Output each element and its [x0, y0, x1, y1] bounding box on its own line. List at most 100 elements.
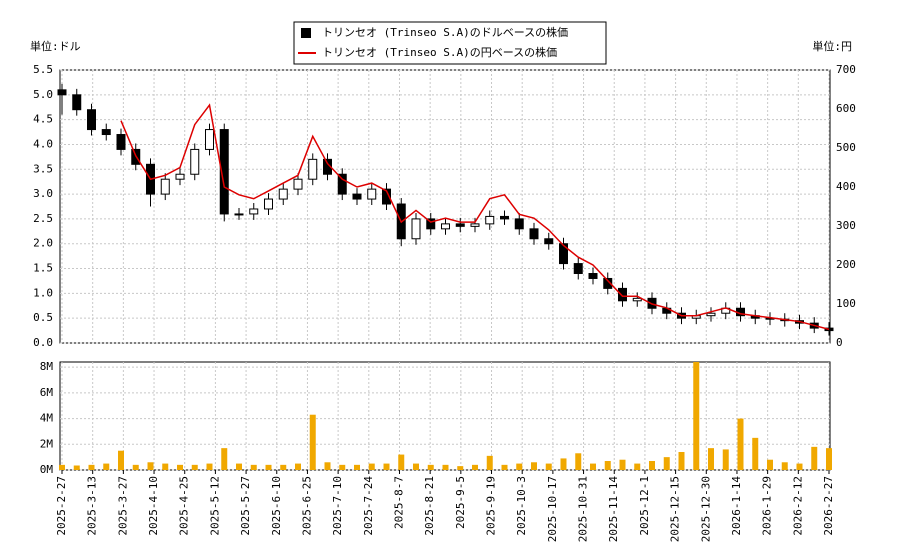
candle-body [308, 158, 318, 180]
volume-bar [619, 459, 626, 470]
y-tick-label: 3.5 [33, 162, 53, 175]
x-tick-label: 2025-6-25 [300, 476, 313, 536]
volume-bar [634, 463, 641, 470]
volume-bar [147, 462, 154, 470]
volume-bar [531, 462, 537, 470]
volume-bar [368, 463, 375, 470]
x-tick-label: 2026-1-29 [761, 476, 774, 536]
volume-bar [324, 462, 331, 470]
x-tick-label: 2026-2-12 [791, 476, 804, 536]
x-tick-label: 2025-5-27 [239, 476, 252, 536]
y-tick-label: 2.0 [33, 237, 53, 250]
x-tick-label: 2025-7-10 [331, 476, 344, 536]
candle-body [470, 223, 480, 227]
volume-bar [457, 466, 464, 470]
volume-bar [486, 455, 493, 470]
volume-bar [88, 464, 95, 470]
x-tick-label: 2025-3-27 [116, 476, 129, 536]
y2-tick-label: 600 [836, 102, 856, 115]
legend-label: トリンセオ (Trinseo S.A)の円ベースの株価 [322, 45, 557, 59]
y-tick-label: 4M [40, 412, 54, 425]
candle-body [382, 188, 391, 205]
volume-bar [545, 463, 552, 470]
x-tick-label: 2025-12-1 [638, 476, 651, 536]
candle-body [573, 263, 583, 275]
x-tick-label: 2025-7-24 [362, 476, 375, 536]
volume-bar [354, 464, 360, 470]
y2-tick-label: 0 [836, 336, 843, 349]
y-tick-label: 1.0 [33, 286, 53, 299]
y-tick-label: 6M [40, 386, 54, 399]
y-tick-label: 2.5 [33, 212, 53, 225]
volume-bar [826, 448, 832, 470]
volume-bar [722, 449, 729, 470]
volume-bar [309, 414, 316, 470]
volume-bar [737, 418, 744, 470]
volume-bar [516, 463, 523, 470]
volume-bar [221, 448, 228, 470]
volume-bar [427, 464, 434, 470]
volume-bar [295, 463, 301, 470]
x-tick-label: 2025-6-10 [270, 476, 283, 536]
y2-tick-label: 200 [836, 258, 856, 271]
x-tick-label: 2025-5-12 [208, 476, 221, 536]
candle-body [544, 238, 554, 245]
volume-bar [398, 454, 405, 470]
y-tick-label: 4.5 [33, 113, 53, 126]
legend-label: トリンセオ (Trinseo S.A)のドルベースの株価 [322, 25, 568, 39]
legend [293, 21, 607, 65]
candle-body [190, 148, 200, 175]
y2-tick-label: 400 [836, 180, 856, 193]
x-tick-label: 2025-8-7 [392, 476, 405, 529]
volume-bar [575, 453, 582, 470]
x-tick-label: 2025-4-25 [178, 476, 191, 536]
volume-bar [811, 446, 818, 470]
y-unit-label: 単位:ドル [30, 39, 81, 53]
candle-body [529, 228, 539, 240]
volume-bar [767, 459, 773, 470]
candle-body [500, 215, 509, 220]
y-tick-label: 1.5 [33, 262, 53, 275]
volume-bar [236, 463, 242, 470]
candle-body [175, 173, 185, 180]
candle-body [234, 213, 244, 216]
candle-body [367, 188, 377, 200]
y-tick-label: 0M [40, 463, 54, 476]
candle-body [352, 193, 362, 200]
candle-body [618, 287, 627, 302]
candle-body [441, 223, 450, 230]
candle-body [632, 297, 642, 302]
volume-bar [590, 463, 596, 470]
candle-body [337, 173, 347, 195]
volume-bar [103, 463, 110, 470]
candle-body [411, 218, 421, 240]
candle-body [57, 89, 67, 96]
y-tick-label: 3.0 [33, 187, 53, 200]
x-tick-label: 2026-1-14 [730, 476, 743, 536]
candle-body [249, 208, 259, 215]
x-tick-label: 2025-3-13 [86, 476, 99, 536]
candle-body [706, 312, 716, 317]
y2-tick-label: 500 [836, 141, 856, 154]
volume-bar [560, 458, 567, 470]
volume-bar [708, 448, 714, 470]
x-tick-label: 2025-9-5 [454, 476, 467, 529]
x-tick-label: 2025-10-17 [546, 476, 559, 542]
volume-bar [265, 464, 272, 470]
candle-body [101, 129, 111, 136]
volume-bar [250, 464, 257, 470]
price-line [120, 103, 830, 331]
y2-tick-label: 300 [836, 219, 856, 232]
volume-bar [413, 463, 419, 470]
legend-marker [301, 28, 311, 38]
volume-bar [693, 362, 700, 470]
candle-body [455, 223, 465, 227]
volume-bar [472, 464, 478, 470]
x-tick-label: 2025-10-3 [515, 476, 528, 536]
volume-bar [162, 463, 169, 470]
y-tick-label: 0.5 [33, 311, 53, 324]
volume-bar [118, 450, 124, 470]
candle-body [160, 178, 170, 195]
